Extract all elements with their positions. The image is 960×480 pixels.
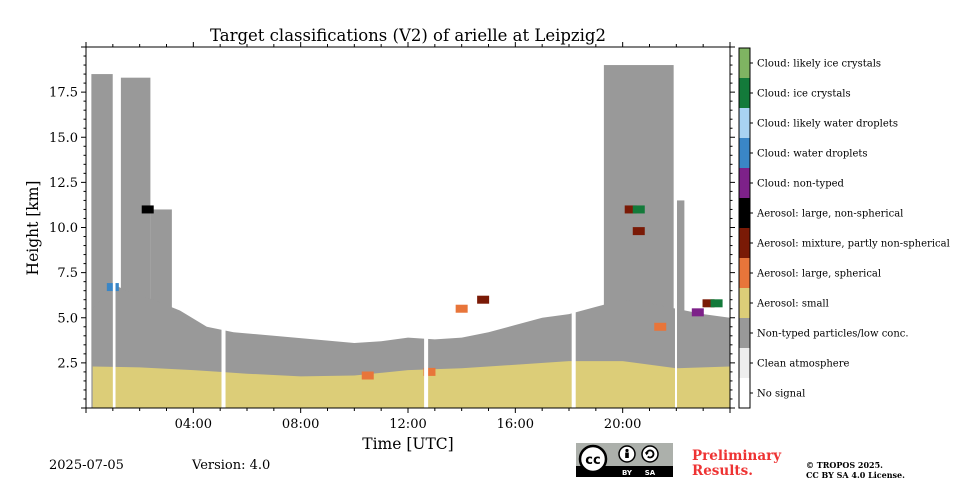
y-tick-label: 10.0 bbox=[49, 221, 78, 236]
legend-label: No signal bbox=[757, 389, 805, 400]
legend-label: Cloud: likely water droplets bbox=[757, 119, 898, 130]
preliminary-line-2: Results. bbox=[692, 463, 753, 479]
date-label: 2025-07-05 bbox=[49, 458, 124, 473]
chart-title: Target classifications (V2) of arielle a… bbox=[210, 26, 606, 45]
feature-patch bbox=[654, 322, 667, 331]
legend-label: Aerosol: large, non-spherical bbox=[756, 209, 903, 220]
legend-swatch bbox=[739, 378, 750, 408]
legend-swatch bbox=[739, 348, 750, 378]
cc-by-sa-logo: cc BY SA bbox=[576, 443, 673, 477]
grey-column bbox=[676, 200, 685, 408]
x-tick-label: 12:00 bbox=[389, 417, 426, 432]
feature-patch bbox=[691, 308, 704, 317]
legend-label: Aerosol: mixture, partly non-spherical bbox=[756, 239, 950, 250]
legend-swatch bbox=[739, 48, 750, 78]
copyright-note: © TROPOS 2025. CC BY SA 4.0 License. bbox=[806, 460, 905, 480]
feature-patch bbox=[710, 299, 723, 308]
classification-layers bbox=[91, 65, 730, 409]
feature-patch bbox=[455, 304, 468, 313]
legend-label: Cloud: non-typed bbox=[757, 179, 845, 190]
classification-legend: Cloud: likely ice crystals Cloud: ice cry… bbox=[738, 47, 950, 409]
legend-swatch bbox=[739, 228, 750, 258]
feature-patch bbox=[477, 295, 490, 304]
y-axis: 2.5 5.0 7.5 10.0 12.5 15.0 17.5 bbox=[49, 46, 735, 409]
legend-swatch bbox=[739, 168, 750, 198]
data-gap bbox=[674, 47, 677, 408]
legend-swatch bbox=[739, 258, 750, 288]
legend-swatch bbox=[739, 138, 750, 168]
y-tick-label: 17.5 bbox=[49, 86, 78, 101]
feature-patch bbox=[702, 299, 715, 308]
data-gap bbox=[571, 47, 576, 408]
preliminary-results-note: Preliminary Results. bbox=[692, 449, 781, 479]
data-gap bbox=[424, 47, 429, 408]
x-tick-label: 16:00 bbox=[497, 417, 534, 432]
y-tick-label: 7.5 bbox=[57, 266, 78, 281]
legend-swatch bbox=[739, 198, 750, 228]
y-tick-label: 5.0 bbox=[57, 311, 78, 326]
legend-swatch bbox=[739, 108, 750, 138]
copyright-line-1: © TROPOS 2025. bbox=[806, 460, 883, 470]
x-tick-label: 20:00 bbox=[604, 417, 641, 432]
feature-patch bbox=[632, 205, 645, 214]
data-gap bbox=[221, 47, 226, 408]
cc-mark: cc bbox=[585, 453, 600, 468]
y-tick-label: 2.5 bbox=[57, 356, 78, 371]
aerosol-small-layer bbox=[92, 361, 730, 408]
copyright-line-2: CC BY SA 4.0 License. bbox=[806, 470, 905, 480]
legend-label: Cloud: likely ice crystals bbox=[757, 59, 881, 70]
legend-label: Cloud: water droplets bbox=[757, 149, 868, 160]
plot-area bbox=[85, 46, 731, 409]
legend-label: Clean atmosphere bbox=[757, 359, 850, 370]
legend-label: Cloud: ice crystals bbox=[757, 89, 851, 100]
x-axis-label: Time [UTC] bbox=[362, 435, 453, 453]
sa-mark: SA bbox=[645, 469, 656, 477]
feature-patch bbox=[632, 227, 645, 236]
data-gaps bbox=[112, 47, 677, 408]
version-label: Version: 4.0 bbox=[192, 458, 271, 473]
x-tick-label: 04:00 bbox=[175, 417, 212, 432]
legend-label: Aerosol: large, spherical bbox=[756, 269, 881, 280]
y-tick-label: 12.5 bbox=[49, 176, 78, 191]
legend-swatch bbox=[739, 318, 750, 348]
by-mark: BY bbox=[622, 469, 633, 477]
legend-frame bbox=[738, 47, 751, 409]
legend-swatch bbox=[739, 78, 750, 108]
x-tick-label: 08:00 bbox=[282, 417, 319, 432]
feature-patch bbox=[141, 205, 154, 214]
data-gap bbox=[112, 47, 116, 408]
y-axis-label: Height [km] bbox=[24, 181, 42, 276]
feature-patch bbox=[423, 367, 436, 376]
y-tick-label: 15.0 bbox=[49, 131, 78, 146]
legend-label: Aerosol: small bbox=[756, 299, 829, 310]
x-axis: 04:00 08:00 12:00 16:00 20:00 bbox=[85, 42, 731, 432]
preliminary-line-1: Preliminary bbox=[692, 448, 782, 464]
legend-label: Non-typed particles/low conc. bbox=[757, 329, 909, 340]
feature-patch bbox=[361, 371, 374, 380]
feature-patch bbox=[624, 205, 637, 214]
legend-swatch bbox=[739, 288, 750, 318]
